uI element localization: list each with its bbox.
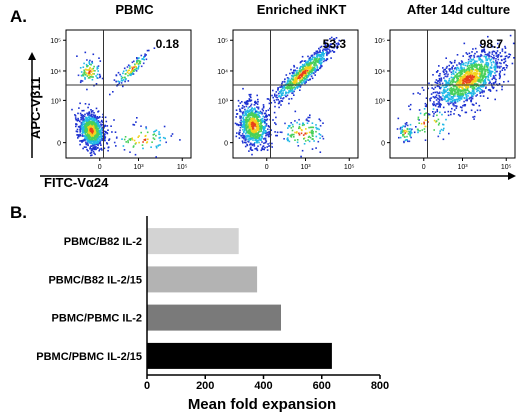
x-tick-label: 200	[196, 380, 214, 392]
y-tick-label: 10⁵	[217, 38, 228, 45]
bar-4	[147, 342, 332, 369]
quadrant-percent: 53.3	[323, 37, 347, 51]
quadrant-percent: 0.18	[156, 37, 180, 51]
quadrant-percent: 98.7	[480, 37, 504, 51]
y-tick-label: 10⁴	[217, 69, 228, 76]
x-tick-label: 10⁵	[501, 164, 512, 171]
x-tick-label: 10⁵	[177, 164, 188, 171]
flow-plot-1: PBMC 0.18 10⁵ 10⁴ 10³ 0 0 10³ 10⁵	[50, 2, 192, 171]
category-label: PBMC/B82 IL-2/15	[48, 274, 142, 286]
category-label: PBMC/PBMC IL-2	[52, 313, 142, 325]
plot-title: PBMC	[115, 2, 154, 17]
y-tick-label: 0	[224, 141, 228, 148]
bar-3	[147, 304, 281, 331]
y-tick-label: 10⁵	[374, 38, 385, 45]
x-axis-label-a: FITC-Vα24	[44, 175, 109, 190]
x-tick-label: 0	[98, 164, 102, 171]
bar-2	[147, 266, 258, 293]
y-axis-arrow-head	[28, 52, 36, 60]
x-tick-label: 800	[371, 380, 389, 392]
event-density	[234, 36, 345, 158]
x-axis-arrow-head	[508, 172, 516, 180]
panel-a-label: A.	[10, 7, 27, 26]
x-tick-label: 0	[144, 380, 150, 392]
y-tick-label: 10⁴	[50, 69, 61, 76]
y-tick-label: 0	[381, 141, 385, 148]
bar-1	[147, 228, 239, 255]
x-tick-label: 10³	[133, 164, 144, 171]
x-tick-label: 0	[422, 164, 426, 171]
y-axis-label-a: APC-Vβ11	[28, 77, 43, 139]
y-tick-label: 10³	[51, 98, 62, 105]
flow-plots: PBMC 0.18 10⁵ 10⁴ 10³ 0 0 10³ 10⁵ Enriched iNKT 53…	[50, 2, 516, 171]
category-label: PBMC/B82 IL-2	[64, 236, 142, 248]
event-density	[71, 47, 181, 158]
event-density	[396, 34, 515, 144]
x-tick-label: 600	[313, 380, 331, 392]
y-tick-label: 10³	[375, 98, 386, 105]
y-tick-label: 0	[57, 141, 61, 148]
y-tick-label: 10⁴	[374, 69, 385, 76]
plot-title: Enriched iNKT	[257, 2, 347, 17]
x-axis-title-b: Mean fold expansion	[188, 396, 336, 413]
x-tick-label: 400	[254, 380, 272, 392]
flow-plot-3: After 14d culture 98.7 10⁵ 10⁴ 10³ 0 0 10³ 10⁵	[374, 2, 516, 171]
y-tick-label: 10³	[218, 98, 229, 105]
x-tick-label: 0	[265, 164, 269, 171]
category-label: PBMC/PBMC IL-2/15	[36, 351, 142, 363]
flow-plot-2: Enriched iNKT 53.3 10⁵ 10⁴ 10³ 0 0 10³ 10⁵	[217, 2, 359, 171]
x-tick-label: 10⁵	[344, 164, 355, 171]
bar-chart: PBMC/B82 IL-2 PBMC/B82 IL-2/15 PBMC/PBMC I…	[36, 216, 389, 392]
x-tick-label: 10³	[457, 164, 468, 171]
panel-b-label: B.	[10, 203, 27, 222]
plot-title: After 14d culture	[407, 2, 510, 17]
x-tick-label: 10³	[300, 164, 311, 171]
y-tick-label: 10⁵	[50, 38, 61, 45]
